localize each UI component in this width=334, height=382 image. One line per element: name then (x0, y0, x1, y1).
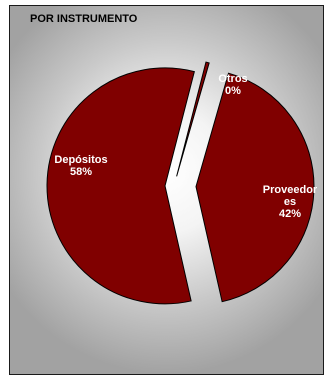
pie-chart: Depósitos 58% Proveedor es 42% Otros 0% (46, 61, 318, 305)
pie-slice-otros (176, 61, 210, 177)
chart-frame: POR INSTRUMENTO Depósitos 58% Proveedor es 4… (9, 5, 324, 375)
pie-slice-depsitos (46, 67, 195, 305)
pie-label-depsitos: Depósitos 58% (54, 154, 107, 178)
pie-label-proveedores: Proveedor es 42% (263, 184, 318, 220)
pie-slice-proveedores (195, 72, 315, 303)
chart-title: POR INSTRUMENTO (30, 13, 138, 25)
pie-label-otros: Otros 0% (218, 73, 247, 97)
